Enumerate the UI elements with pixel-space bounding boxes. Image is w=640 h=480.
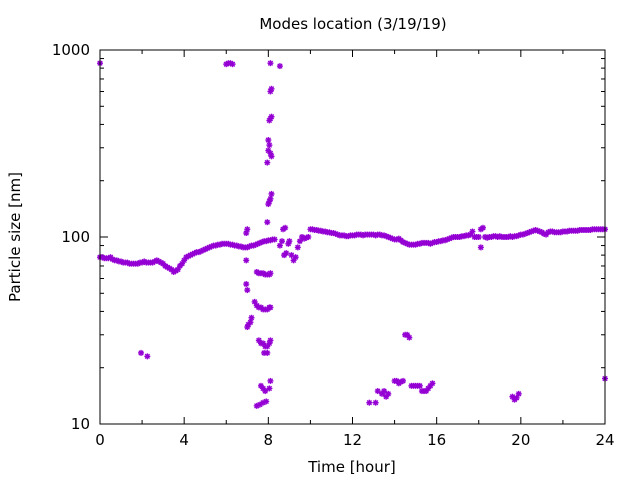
data-point [385, 390, 392, 397]
data-point [243, 281, 250, 288]
data-point [268, 190, 275, 197]
data-point [372, 399, 379, 406]
data-point [266, 385, 273, 392]
data-point [263, 398, 270, 405]
data-point [283, 250, 290, 257]
data-point [244, 287, 251, 294]
data-point [429, 380, 436, 387]
data-point [276, 63, 283, 70]
data-point [286, 238, 293, 245]
data-point [265, 137, 272, 144]
data-point [305, 234, 312, 240]
chart-title: Modes location (3/19/19) [259, 15, 446, 33]
data-point [292, 254, 299, 261]
data-point [138, 349, 145, 356]
x-tick-label: 0 [95, 431, 105, 449]
data-point [243, 257, 250, 264]
axis-ticks: 0 4 8 12 16 20 24 10 100 1000 [52, 41, 615, 449]
data-point [264, 219, 271, 226]
data-point [268, 113, 275, 120]
data-point [267, 88, 274, 95]
x-tick-label: 12 [343, 431, 362, 449]
y-tick-label: 1000 [52, 41, 90, 59]
data-point [271, 236, 278, 243]
data-point [267, 304, 274, 311]
data-point [262, 388, 269, 395]
data-point [267, 195, 274, 202]
x-tick-label: 24 [595, 431, 614, 449]
data-point [374, 388, 381, 395]
data-point [515, 390, 522, 397]
data-point [268, 85, 275, 92]
data-point [267, 270, 274, 277]
data-point [406, 334, 413, 341]
data-point [366, 399, 373, 406]
data-point [144, 353, 151, 360]
x-tick-label: 20 [511, 431, 530, 449]
x-tick-label: 8 [264, 431, 274, 449]
data-point [264, 349, 271, 356]
data-point [267, 337, 274, 344]
data-point [268, 153, 275, 160]
data-point [229, 61, 236, 68]
data-point [381, 388, 388, 395]
data-point [264, 159, 271, 166]
x-tick-label: 16 [427, 431, 446, 449]
data-point [416, 382, 423, 389]
data-point [267, 377, 274, 384]
data-point [477, 244, 484, 251]
data-point [244, 324, 251, 331]
data-point [479, 224, 486, 231]
x-tick-label: 4 [179, 431, 189, 449]
data-points [97, 60, 608, 409]
data-point [247, 319, 254, 326]
y-tick-label: 10 [71, 415, 90, 433]
data-point [244, 226, 251, 233]
data-point [267, 60, 274, 67]
y-tick-label: 100 [61, 228, 90, 246]
data-point [469, 228, 476, 235]
plot-frame [99, 49, 606, 425]
data-point [248, 314, 255, 321]
data-point [400, 377, 406, 384]
data-point [294, 244, 301, 251]
data-point [475, 234, 482, 240]
data-point [282, 224, 289, 231]
data-point [266, 142, 273, 149]
y-axis-label: Particle size [nm] [6, 172, 24, 302]
data-point [279, 238, 286, 245]
x-axis-label: Time [hour] [307, 458, 396, 476]
